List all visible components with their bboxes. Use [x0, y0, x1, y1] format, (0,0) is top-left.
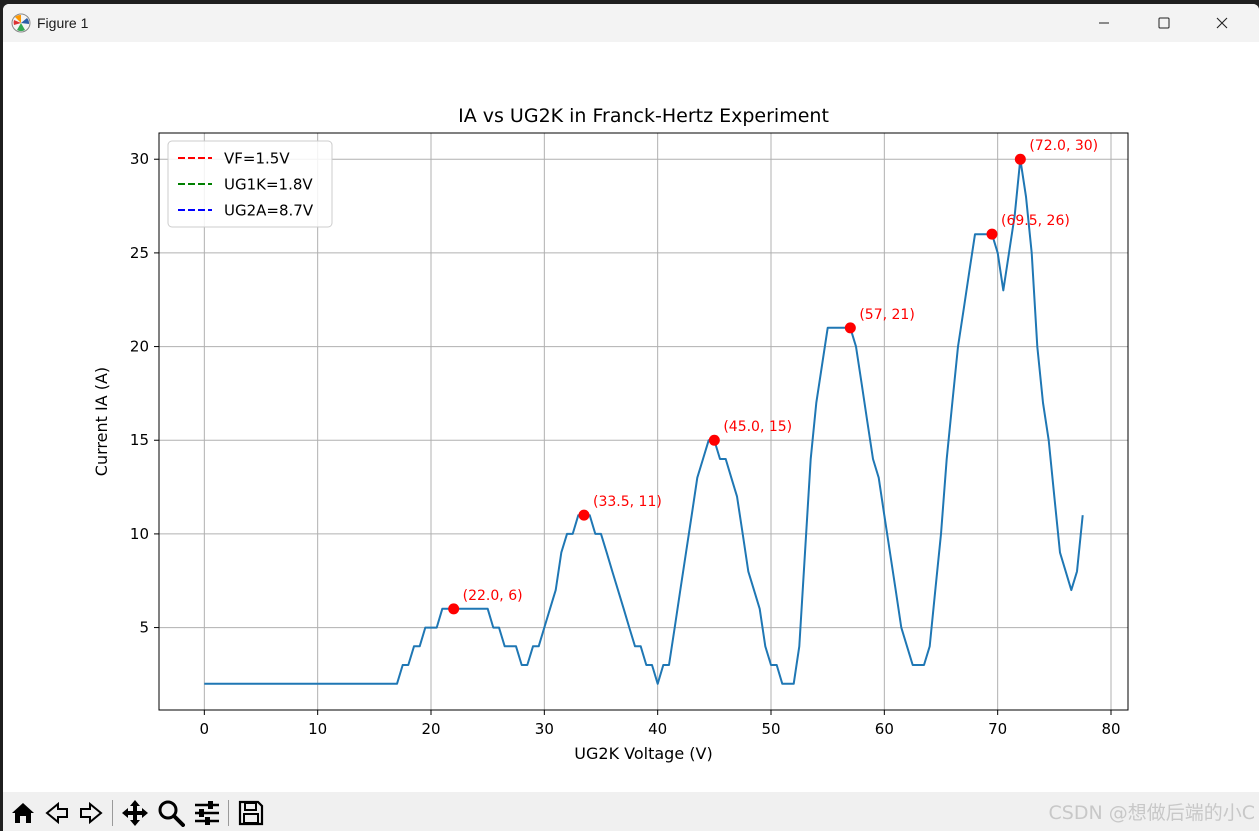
x-tick-label: 50 — [761, 720, 780, 738]
title-bar: Figure 1 — [3, 4, 1259, 42]
highlight-point — [448, 603, 460, 615]
close-icon — [1216, 17, 1228, 29]
save-icon — [238, 800, 264, 826]
x-axis-label: UG2K Voltage (V) — [574, 744, 712, 763]
highlight-point — [578, 509, 590, 521]
highlight-label: (69.5, 26) — [1001, 213, 1070, 229]
highlight-point — [844, 322, 856, 334]
x-tick-label: 60 — [875, 720, 894, 738]
y-axis-label: Current IA (A) — [92, 367, 111, 476]
close-button[interactable] — [1193, 4, 1251, 42]
highlight-label: (33.5, 11) — [593, 494, 662, 510]
legend: VF=1.5V UG1K=1.8V UG2A=8.7V — [167, 140, 333, 228]
configure-subplots-button[interactable] — [191, 798, 223, 828]
back-button[interactable] — [41, 798, 73, 828]
legend-label: UG2A=8.7V — [224, 202, 314, 220]
legend-box — [167, 140, 333, 228]
save-button[interactable] — [235, 798, 267, 828]
pan-icon — [122, 800, 148, 826]
x-tick-label: 30 — [535, 720, 554, 738]
zoom-icon — [158, 800, 185, 827]
axis-ticks: 0 10 20 30 40 50 60 70 80 5 10 15 20 25 30 — [130, 150, 1121, 738]
toolbar-separator — [112, 800, 113, 826]
x-tick-label: 0 — [200, 720, 210, 738]
home-button[interactable] — [7, 798, 39, 828]
highlight-point — [708, 434, 720, 446]
highlight-point — [1014, 153, 1026, 165]
minimize-icon — [1099, 22, 1109, 24]
zoom-button[interactable] — [155, 798, 187, 828]
chart-title: IA vs UG2K in Franck-Hertz Experiment — [458, 105, 829, 127]
forward-icon — [80, 801, 103, 825]
maximize-button[interactable] — [1135, 4, 1193, 42]
highlight-label: (22.0, 6) — [463, 588, 523, 604]
y-tick-label: 15 — [130, 431, 149, 449]
x-tick-label: 10 — [308, 720, 327, 738]
navigation-toolbar: CSDN @想做后端的小C — [3, 792, 1259, 831]
highlight-label: (72.0, 30) — [1029, 138, 1098, 154]
window-title: Figure 1 — [37, 15, 89, 31]
maximize-icon — [1158, 17, 1170, 29]
y-tick-label: 10 — [130, 525, 149, 543]
back-icon — [45, 801, 68, 825]
y-tick-label: 20 — [130, 338, 149, 356]
highlight-point — [986, 228, 998, 240]
watermark: CSDN @想做后端的小C — [1048, 802, 1255, 824]
matplotlib-logo-icon — [11, 13, 31, 33]
figure-window: Figure 1 (22.0, 6) (33.5, 11) (45.0, 15) (5… — [3, 4, 1259, 831]
pan-button[interactable] — [119, 798, 151, 828]
y-tick-label: 5 — [139, 619, 149, 637]
highlight-points: (22.0, 6) (33.5, 11) (45.0, 15) (57, 21) (69… — [448, 138, 1098, 615]
y-tick-label: 30 — [130, 150, 149, 168]
configure-subplots-icon — [195, 801, 219, 825]
forward-button[interactable] — [75, 798, 107, 828]
minimize-button[interactable] — [1075, 4, 1133, 42]
series-line — [204, 158, 1084, 685]
x-tick-label: 20 — [421, 720, 440, 738]
legend-label: UG1K=1.8V — [224, 176, 313, 194]
plot-area — [204, 158, 1084, 685]
x-tick-label: 40 — [648, 720, 667, 738]
x-tick-label: 80 — [1101, 720, 1120, 738]
home-icon — [12, 803, 34, 823]
highlight-label: (57, 21) — [859, 307, 914, 323]
figure-canvas[interactable]: (22.0, 6) (33.5, 11) (45.0, 15) (57, 21) (69… — [3, 42, 1259, 792]
y-tick-label: 25 — [130, 244, 149, 262]
legend-label: VF=1.5V — [224, 150, 290, 168]
highlight-label: (45.0, 15) — [723, 419, 792, 435]
toolbar-separator — [228, 800, 229, 826]
x-tick-label: 70 — [988, 720, 1007, 738]
axes-frame — [158, 132, 1129, 711]
chart: (22.0, 6) (33.5, 11) (45.0, 15) (57, 21) (69… — [92, 105, 1129, 763]
